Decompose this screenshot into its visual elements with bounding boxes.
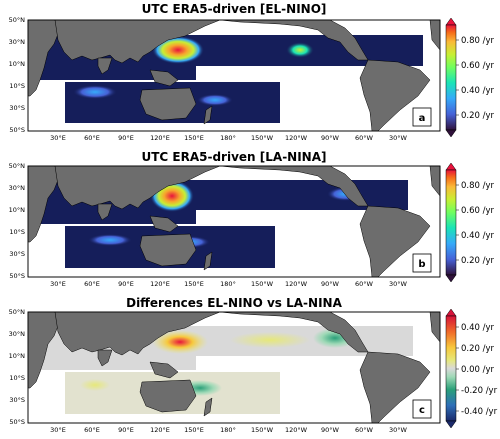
panel-letter-c: c — [419, 405, 425, 416]
map-panel-c: c — [27, 311, 441, 424]
colorbar-tick: 0.40 /yr — [461, 86, 495, 96]
lat-label: 10°N — [9, 60, 26, 68]
hotspot-sio-a — [73, 85, 117, 99]
lat-label: 10°S — [9, 82, 25, 90]
map-panel-b: b — [27, 165, 441, 278]
lon-label: 30°E — [50, 280, 66, 288]
colorbar-tick: 0.20 /yr — [461, 344, 495, 354]
colorbar-tick: 0.80 /yr — [461, 36, 495, 46]
lon-label: 60°E — [84, 134, 100, 142]
hotspot-enp-a — [286, 42, 314, 58]
lat-label: 50°S — [9, 126, 25, 134]
lon-label: 60°E — [84, 426, 100, 434]
lon-label: 150°W — [251, 280, 274, 288]
lon-label: 180° — [220, 426, 236, 434]
lon-label: 90°W — [321, 280, 340, 288]
lat-label: 30°S — [9, 396, 25, 404]
colorbar-tick: 0.00 /yr — [461, 365, 495, 375]
lon-label: 120°W — [285, 426, 308, 434]
land-c — [27, 311, 441, 424]
lon-label: 180° — [220, 280, 236, 288]
lon-label: 150°E — [184, 280, 204, 288]
panel-title-b: UTC ERA5-driven [LA-NINA] — [141, 150, 327, 164]
lon-label: 30°W — [389, 134, 408, 142]
colorbar-tick: 0.60 /yr — [461, 206, 495, 216]
lat-label: 50°S — [9, 272, 25, 280]
lon-label: 90°E — [118, 426, 134, 434]
lon-label: 60°W — [355, 134, 374, 142]
lat-label: 10°S — [9, 228, 25, 236]
diff-positive-sio — [80, 379, 110, 391]
lon-label: 30°E — [50, 426, 66, 434]
lat-labels-c: 50°N 30°N 10°N 10°S 30°S 50°S — [9, 308, 26, 426]
lon-label: 30°E — [50, 134, 66, 142]
lat-label: 30°N — [9, 184, 26, 192]
diff-positive-wnp — [152, 330, 208, 354]
colorbar-tick: 0.40 /yr — [461, 323, 495, 333]
land-b — [27, 165, 441, 278]
lat-label: 50°N — [9, 162, 26, 170]
lat-label: 50°S — [9, 418, 25, 426]
colorbar-c: 0.40 /yr 0.20 /yr 0.00 /yr -0.20 /yr -0.… — [445, 308, 498, 429]
map-panel-a: a — [27, 19, 441, 132]
colorbar-tick: 0.20 /yr — [461, 256, 495, 266]
land-a — [27, 19, 441, 132]
lon-label: 30°W — [389, 280, 408, 288]
panel-title-a: UTC ERA5-driven [EL-NINO] — [141, 2, 327, 16]
panel-letter-b: b — [418, 259, 425, 270]
panel-letter-box-c — [412, 399, 432, 419]
lon-labels-a: 30°E 60°E 90°E 120°E 150°E 180° 150°W 12… — [50, 134, 407, 142]
colorbar-b: 0.80 /yr 0.60 /yr 0.40 /yr 0.20 /yr — [445, 162, 495, 283]
hotspot-spac-a — [197, 94, 233, 106]
lon-label: 60°W — [355, 280, 374, 288]
lat-labels-b: 50°N 30°N 10°N 10°S 30°S 50°S — [9, 162, 26, 280]
lon-label: 150°E — [184, 426, 204, 434]
diff-positive-cnp — [230, 332, 310, 348]
panel-title-c: Differences EL-NINO vs LA-NINA — [126, 296, 342, 310]
lon-label: 90°E — [118, 134, 134, 142]
lon-label: 150°W — [251, 134, 274, 142]
lat-labels-a: 50°N 30°N 10°N 10°S 30°S 50°S — [9, 16, 26, 134]
lat-label: 10°N — [9, 206, 26, 214]
lon-label: 90°E — [118, 280, 134, 288]
lat-label: 10°S — [9, 374, 25, 382]
lat-label: 30°S — [9, 104, 25, 112]
lon-label: 180° — [220, 134, 236, 142]
colorbar-tick: -0.20 /yr — [461, 386, 498, 396]
colorbar-a: 0.80 /yr 0.60 /yr 0.40 /yr 0.20 /yr — [445, 17, 495, 138]
lon-label: 120°W — [285, 134, 308, 142]
lon-label: 30°W — [389, 426, 408, 434]
lon-label: 60°E — [84, 280, 100, 288]
lon-label: 90°W — [321, 134, 340, 142]
colorbar-tick: 0.80 /yr — [461, 181, 495, 191]
lon-label: 120°E — [150, 280, 170, 288]
lat-label: 10°N — [9, 352, 26, 360]
lon-labels-b: 30°E 60°E 90°E 120°E 150°E 180° 150°W 12… — [50, 280, 407, 288]
lat-label: 50°N — [9, 308, 26, 316]
lon-label: 150°E — [184, 134, 204, 142]
lat-label: 30°S — [9, 250, 25, 258]
hotspot-wnp-a — [152, 36, 204, 64]
colorbar-tick: 0.40 /yr — [461, 231, 495, 241]
colorbar-tick: 0.60 /yr — [461, 61, 495, 71]
lat-label: 50°N — [9, 16, 26, 24]
lon-label: 120°E — [150, 134, 170, 142]
lon-label: 90°W — [321, 426, 340, 434]
lon-labels-c: 30°E 60°E 90°E 120°E 150°E 180° 150°W 12… — [50, 426, 407, 434]
lat-label: 30°N — [9, 330, 26, 338]
lon-label: 120°W — [285, 280, 308, 288]
colorbar-tick: -0.40 /yr — [461, 407, 498, 417]
lon-label: 120°E — [150, 426, 170, 434]
lon-label: 60°W — [355, 426, 374, 434]
panel-letter-box-b — [412, 253, 432, 273]
hotspot-sio-b — [88, 234, 132, 246]
panel-letter-a: a — [419, 113, 426, 124]
lat-label: 30°N — [9, 38, 26, 46]
panel-letter-box-a — [412, 107, 432, 127]
colorbar-tick: 0.20 /yr — [461, 111, 495, 121]
lon-label: 150°W — [251, 426, 274, 434]
